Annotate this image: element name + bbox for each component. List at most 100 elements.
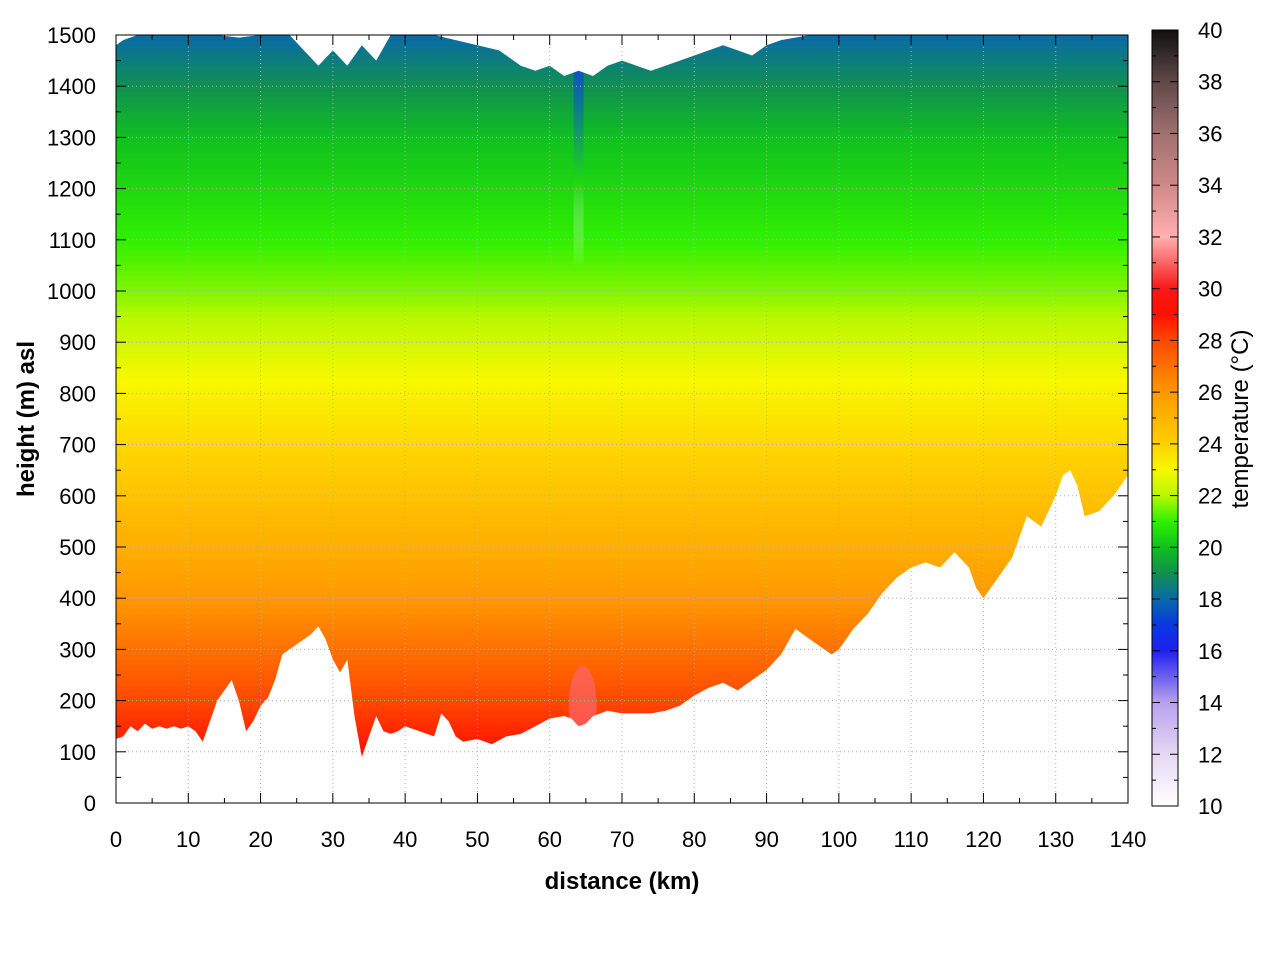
colorbar-tick-label: 26 bbox=[1198, 380, 1222, 405]
heatmap-band bbox=[116, 649, 1128, 656]
heatmap-band bbox=[116, 111, 1128, 118]
heatmap-band bbox=[116, 552, 1128, 558]
heatmap-band bbox=[116, 270, 1128, 277]
colorbar-tick-label: 40 bbox=[1198, 18, 1222, 43]
x-axis: 0 10 20 30 40 50 60 70 80 90 100 110 120 130 140 bbox=[110, 35, 1146, 852]
y-tick-label: 200 bbox=[59, 689, 96, 714]
y-tick-label: 1400 bbox=[47, 74, 96, 99]
heatmap-band bbox=[116, 265, 1128, 272]
heatmap-band bbox=[116, 378, 1128, 384]
x-axis-title: distance (km) bbox=[545, 868, 700, 895]
heatmap-band bbox=[116, 383, 1128, 389]
y-tick-label: 0 bbox=[84, 791, 96, 816]
x-tick-label: 50 bbox=[465, 827, 489, 852]
heatmap-band bbox=[116, 434, 1128, 441]
heatmap-band bbox=[116, 403, 1128, 410]
y-tick-label: 100 bbox=[59, 740, 96, 765]
y-tick-label: 1000 bbox=[47, 279, 96, 304]
colorbar-tick-label: 36 bbox=[1198, 121, 1222, 146]
heatmap-band bbox=[116, 106, 1128, 113]
colorbar-title: temperature (°C) bbox=[1227, 330, 1254, 509]
heatmap-band bbox=[116, 459, 1128, 466]
heatmap-band bbox=[116, 695, 1128, 702]
heatmap-band bbox=[116, 142, 1128, 149]
x-tick-label: 140 bbox=[1110, 827, 1147, 852]
heatmap-band bbox=[116, 255, 1128, 261]
heatmap-band bbox=[116, 75, 1128, 82]
x-tick-label: 10 bbox=[176, 827, 200, 852]
x-tick-label: 130 bbox=[1037, 827, 1074, 852]
heatmap-band bbox=[116, 429, 1128, 435]
y-tick-label: 1100 bbox=[49, 228, 96, 253]
heatmap-band bbox=[116, 557, 1128, 563]
heatmap-band bbox=[116, 214, 1128, 220]
colorbar-tick-label: 32 bbox=[1198, 225, 1222, 250]
heatmap-band bbox=[116, 357, 1128, 364]
heatmap-band bbox=[116, 362, 1128, 369]
heatmap-band bbox=[116, 157, 1128, 164]
heatmap-band bbox=[116, 490, 1128, 497]
y-tick-label: 500 bbox=[59, 535, 96, 560]
colorbar-tick-label: 16 bbox=[1198, 639, 1222, 664]
x-tick-label: 90 bbox=[754, 827, 778, 852]
heatmap-band bbox=[116, 86, 1128, 92]
colorbar-tick-label: 38 bbox=[1198, 70, 1222, 95]
x-tick-label: 30 bbox=[321, 827, 345, 852]
y-tick-label: 800 bbox=[59, 381, 96, 406]
heatmap-band bbox=[116, 639, 1128, 645]
y-tick-label: 600 bbox=[59, 484, 96, 509]
x-tick-label: 80 bbox=[682, 827, 706, 852]
heatmap-band bbox=[116, 511, 1128, 517]
heatmap-band bbox=[116, 275, 1128, 282]
x-tick-label: 120 bbox=[965, 827, 1002, 852]
colorbar-tick-label: 22 bbox=[1198, 484, 1222, 509]
colorbar-tick-label: 34 bbox=[1198, 173, 1222, 198]
y-axis: 0 100 200 300 400 500 600 700 800 900 1000 1100 1200… bbox=[47, 23, 1128, 816]
heatmap-band bbox=[116, 311, 1128, 318]
heatmap-band bbox=[116, 603, 1128, 610]
heatmap-band bbox=[116, 65, 1128, 72]
heatmap-band bbox=[116, 301, 1128, 307]
colorbar-tick-label: 20 bbox=[1198, 535, 1222, 560]
y-tick-label: 900 bbox=[59, 330, 96, 355]
heatmap-band bbox=[116, 634, 1128, 640]
colorbar-gradient bbox=[1152, 30, 1178, 806]
colorbar-tick-label: 10 bbox=[1198, 794, 1222, 819]
heatmap-band bbox=[116, 547, 1128, 553]
heatmap-band bbox=[116, 541, 1128, 548]
x-tick-label: 110 bbox=[894, 827, 929, 852]
heatmap-band bbox=[116, 178, 1128, 185]
heatmap-band bbox=[116, 331, 1128, 338]
heatmap-band bbox=[116, 306, 1128, 313]
heatmap-band bbox=[116, 424, 1128, 430]
heatmap-band bbox=[116, 654, 1128, 661]
colorbar: 10 12 14 16 18 20 22 24 26 28 30 32 34 36 38 40 bbox=[1151, 18, 1222, 819]
y-axis-title: height (m) asl bbox=[13, 341, 40, 497]
heatmap-band bbox=[116, 598, 1128, 604]
heatmap-band bbox=[116, 562, 1128, 569]
y-tick-label: 1200 bbox=[47, 177, 96, 202]
heatmap-band bbox=[116, 342, 1128, 348]
x-tick-label: 100 bbox=[820, 827, 857, 852]
heatmap-band bbox=[116, 291, 1128, 297]
heatmap-band bbox=[116, 393, 1128, 400]
heatmap-band bbox=[116, 326, 1128, 333]
heatmap-band bbox=[116, 669, 1128, 676]
heatmap-band bbox=[116, 582, 1128, 589]
y-tick-label: 1300 bbox=[47, 125, 96, 150]
heatmap-band bbox=[116, 147, 1128, 154]
y-tick-label: 300 bbox=[59, 637, 96, 662]
heatmap-band bbox=[116, 577, 1128, 584]
heatmap-band bbox=[116, 127, 1128, 133]
heatmap-band bbox=[116, 475, 1128, 482]
cold-column-band bbox=[573, 35, 584, 458]
colorbar-tick-label: 30 bbox=[1198, 277, 1222, 302]
grid bbox=[116, 35, 1128, 803]
heatmap-band bbox=[116, 587, 1128, 594]
heatmap-band bbox=[116, 285, 1128, 292]
heatmap-band bbox=[116, 398, 1128, 405]
heatmap-band bbox=[116, 250, 1128, 256]
heatmap-band bbox=[116, 618, 1128, 625]
heatmap-band bbox=[116, 367, 1128, 374]
